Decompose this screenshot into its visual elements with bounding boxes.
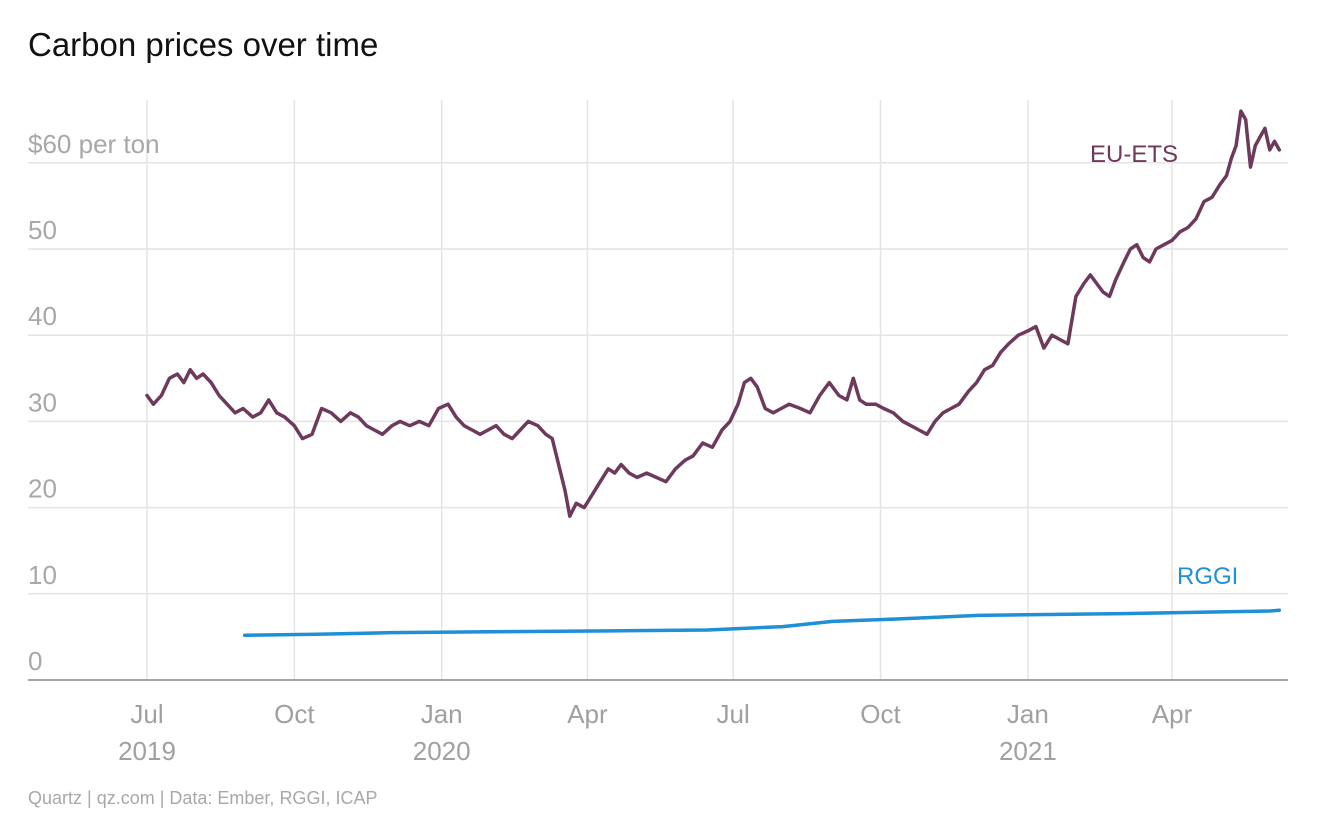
x-tick-label: Apr xyxy=(1152,699,1193,729)
source-note: Quartz | qz.com | Data: Ember, RGGI, ICA… xyxy=(28,788,378,808)
x-tick-label: Jan xyxy=(1007,699,1049,729)
y-tick-label: 10 xyxy=(28,560,57,590)
y-tick-label: 50 xyxy=(28,215,57,245)
gridlines xyxy=(28,100,1288,680)
y-axis-ticks: 0 10 20 30 40 50 $60 per ton xyxy=(28,129,160,676)
x-tick-label: Oct xyxy=(274,699,315,729)
series-labels: EU-ETS RGGI xyxy=(1090,141,1238,590)
y-tick-label: 20 xyxy=(28,474,57,504)
x-tick-label: Jul xyxy=(717,699,750,729)
x-tick-year-label: 2019 xyxy=(118,736,176,766)
y-tick-label: 40 xyxy=(28,301,57,331)
y-tick-label: 30 xyxy=(28,387,57,417)
x-tick-label: Jan xyxy=(421,699,463,729)
y-tick-label: 0 xyxy=(28,646,42,676)
x-tick-label: Oct xyxy=(860,699,901,729)
chart-title: Carbon prices over time xyxy=(28,26,379,63)
y-tick-label: $60 per ton xyxy=(28,129,160,159)
x-tick-year-label: 2021 xyxy=(999,736,1057,766)
series-line-eu-ets xyxy=(145,109,1282,518)
series-label-eu-ets: EU-ETS xyxy=(1090,141,1178,168)
series-line-rggi xyxy=(242,608,1282,637)
x-tick-label: Apr xyxy=(567,699,608,729)
x-tick-year-label: 2020 xyxy=(413,736,471,766)
series-label-rggi: RGGI xyxy=(1177,563,1238,590)
x-tick-label: Jul xyxy=(130,699,163,729)
series-lines xyxy=(145,109,1282,637)
x-axis-ticks: Jul 2019 Oct Jan 2020 Apr Jul Oct Jan 2021 Apr xyxy=(118,699,1192,766)
